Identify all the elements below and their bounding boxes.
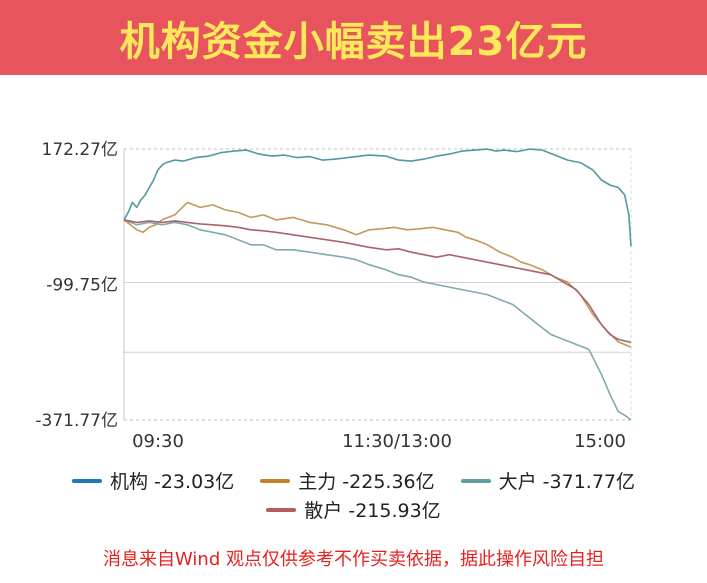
disclaimer-text: 消息来自Wind 观点仅供参考不作买卖依据，据此操作风险自担 bbox=[103, 549, 604, 570]
title-banner: 机构资金小幅卖出23亿元 bbox=[0, 0, 707, 75]
x-tick-label: 09:30 bbox=[132, 431, 184, 452]
legend-swatch-sanhu bbox=[266, 507, 297, 512]
legend-label-jigou: 机构 -23.03亿 bbox=[109, 471, 235, 493]
legend-swatch-zhuli bbox=[260, 478, 291, 483]
flow-line-chart: 172.27亿 -99.75亿 -371.77亿 09:30 11:30/13:00 15… bbox=[35, 140, 632, 452]
series-line-3 bbox=[123, 219, 632, 421]
legend-item-sanhu: 散户 -215.93亿 bbox=[266, 496, 441, 523]
legend-item-dahu: 大户 -371.77亿 bbox=[460, 467, 636, 494]
legend-item-zhuli: 主力 -225.36亿 bbox=[260, 467, 435, 494]
legend-label-zhuli: 主力 -225.36亿 bbox=[298, 471, 435, 493]
legend-item-jigou: 机构 -23.03亿 bbox=[71, 467, 235, 494]
y-tick-label: -99.75亿 bbox=[46, 276, 118, 296]
x-tick-label: 11:30/13:00 bbox=[342, 431, 452, 452]
legend: 机构 -23.03亿 主力 -225.36亿 大户 -371.77亿 散户 -2… bbox=[0, 467, 707, 527]
legend-label-dahu: 大户 -371.77亿 bbox=[498, 471, 636, 493]
legend-swatch-jigou bbox=[71, 478, 102, 483]
legend-row-2: 散户 -215.93亿 bbox=[0, 496, 707, 523]
y-tick-label: 172.27亿 bbox=[42, 140, 118, 160]
series-line-2 bbox=[123, 201, 632, 348]
y-tick-label: -371.77亿 bbox=[35, 411, 118, 431]
series-line-1 bbox=[123, 148, 632, 247]
x-tick-label: 15:00 bbox=[574, 431, 626, 452]
series-line-4 bbox=[123, 219, 632, 344]
legend-swatch-dahu bbox=[460, 478, 491, 483]
legend-label-sanhu: 散户 -215.93亿 bbox=[304, 500, 441, 522]
legend-row-1: 机构 -23.03亿 主力 -225.36亿 大户 -371.77亿 bbox=[0, 467, 707, 494]
page-title: 机构资金小幅卖出23亿元 bbox=[119, 18, 588, 65]
